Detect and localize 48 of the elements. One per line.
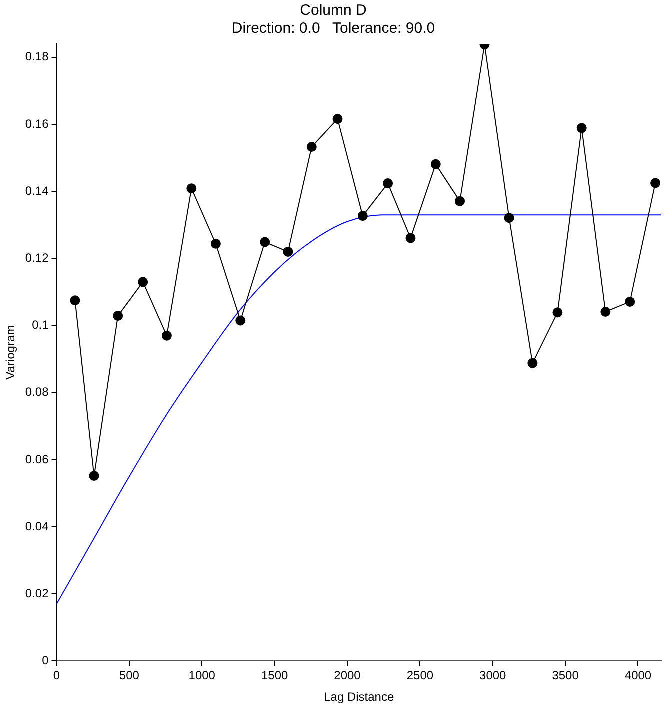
point [576,123,587,134]
point [528,358,538,368]
x-tick-label: 2000 [334,668,362,683]
point [552,308,563,318]
y-tick-label: 0.1 [32,318,50,332]
x-axis-title: Lag Distance [324,690,394,704]
y-tick-label: 0.12 [25,250,50,265]
x-tick-label: 4000 [624,668,652,683]
y-axis-title: Variogram [4,325,18,380]
point [455,196,466,206]
y-tick-label: 0.02 [25,586,50,600]
x-tick-label: 500 [119,668,140,683]
point [650,178,661,188]
point [236,316,246,326]
x-tick-label: 2500 [406,668,434,683]
point [504,213,514,224]
x-tick-label: 1500 [261,668,288,683]
y-tick-label: 0.08 [25,385,50,400]
point [89,471,100,482]
x-tick-label: 1000 [188,668,216,683]
x-tick-label: 3000 [480,668,507,683]
point [210,238,221,249]
point [406,233,416,244]
point [332,114,343,124]
chart-subtitle: Direction: 0.0 Tolerance: 90.0 [232,20,436,38]
point [600,307,611,318]
y-tick-label: 0.06 [25,452,50,466]
point [138,277,148,288]
chart-title: Column D [300,2,368,20]
y-tick-label: 0.14 [25,184,50,198]
point [113,311,124,322]
point [162,330,172,341]
line-series [56,214,662,605]
point [358,211,368,222]
x-tick-label: 3500 [552,668,580,683]
y-tick-label: 0.16 [25,116,50,131]
point [383,178,394,189]
y-tick-label: 0 [42,654,50,668]
x-tick-label: 0 [53,668,60,683]
y-tick-label: 0.18 [25,50,50,64]
point [186,184,197,194]
point [260,237,270,248]
point [625,296,636,307]
point [283,246,294,257]
point [430,159,441,170]
point [70,296,80,306]
y-tick-label: 0.04 [25,519,50,534]
point [306,142,317,152]
